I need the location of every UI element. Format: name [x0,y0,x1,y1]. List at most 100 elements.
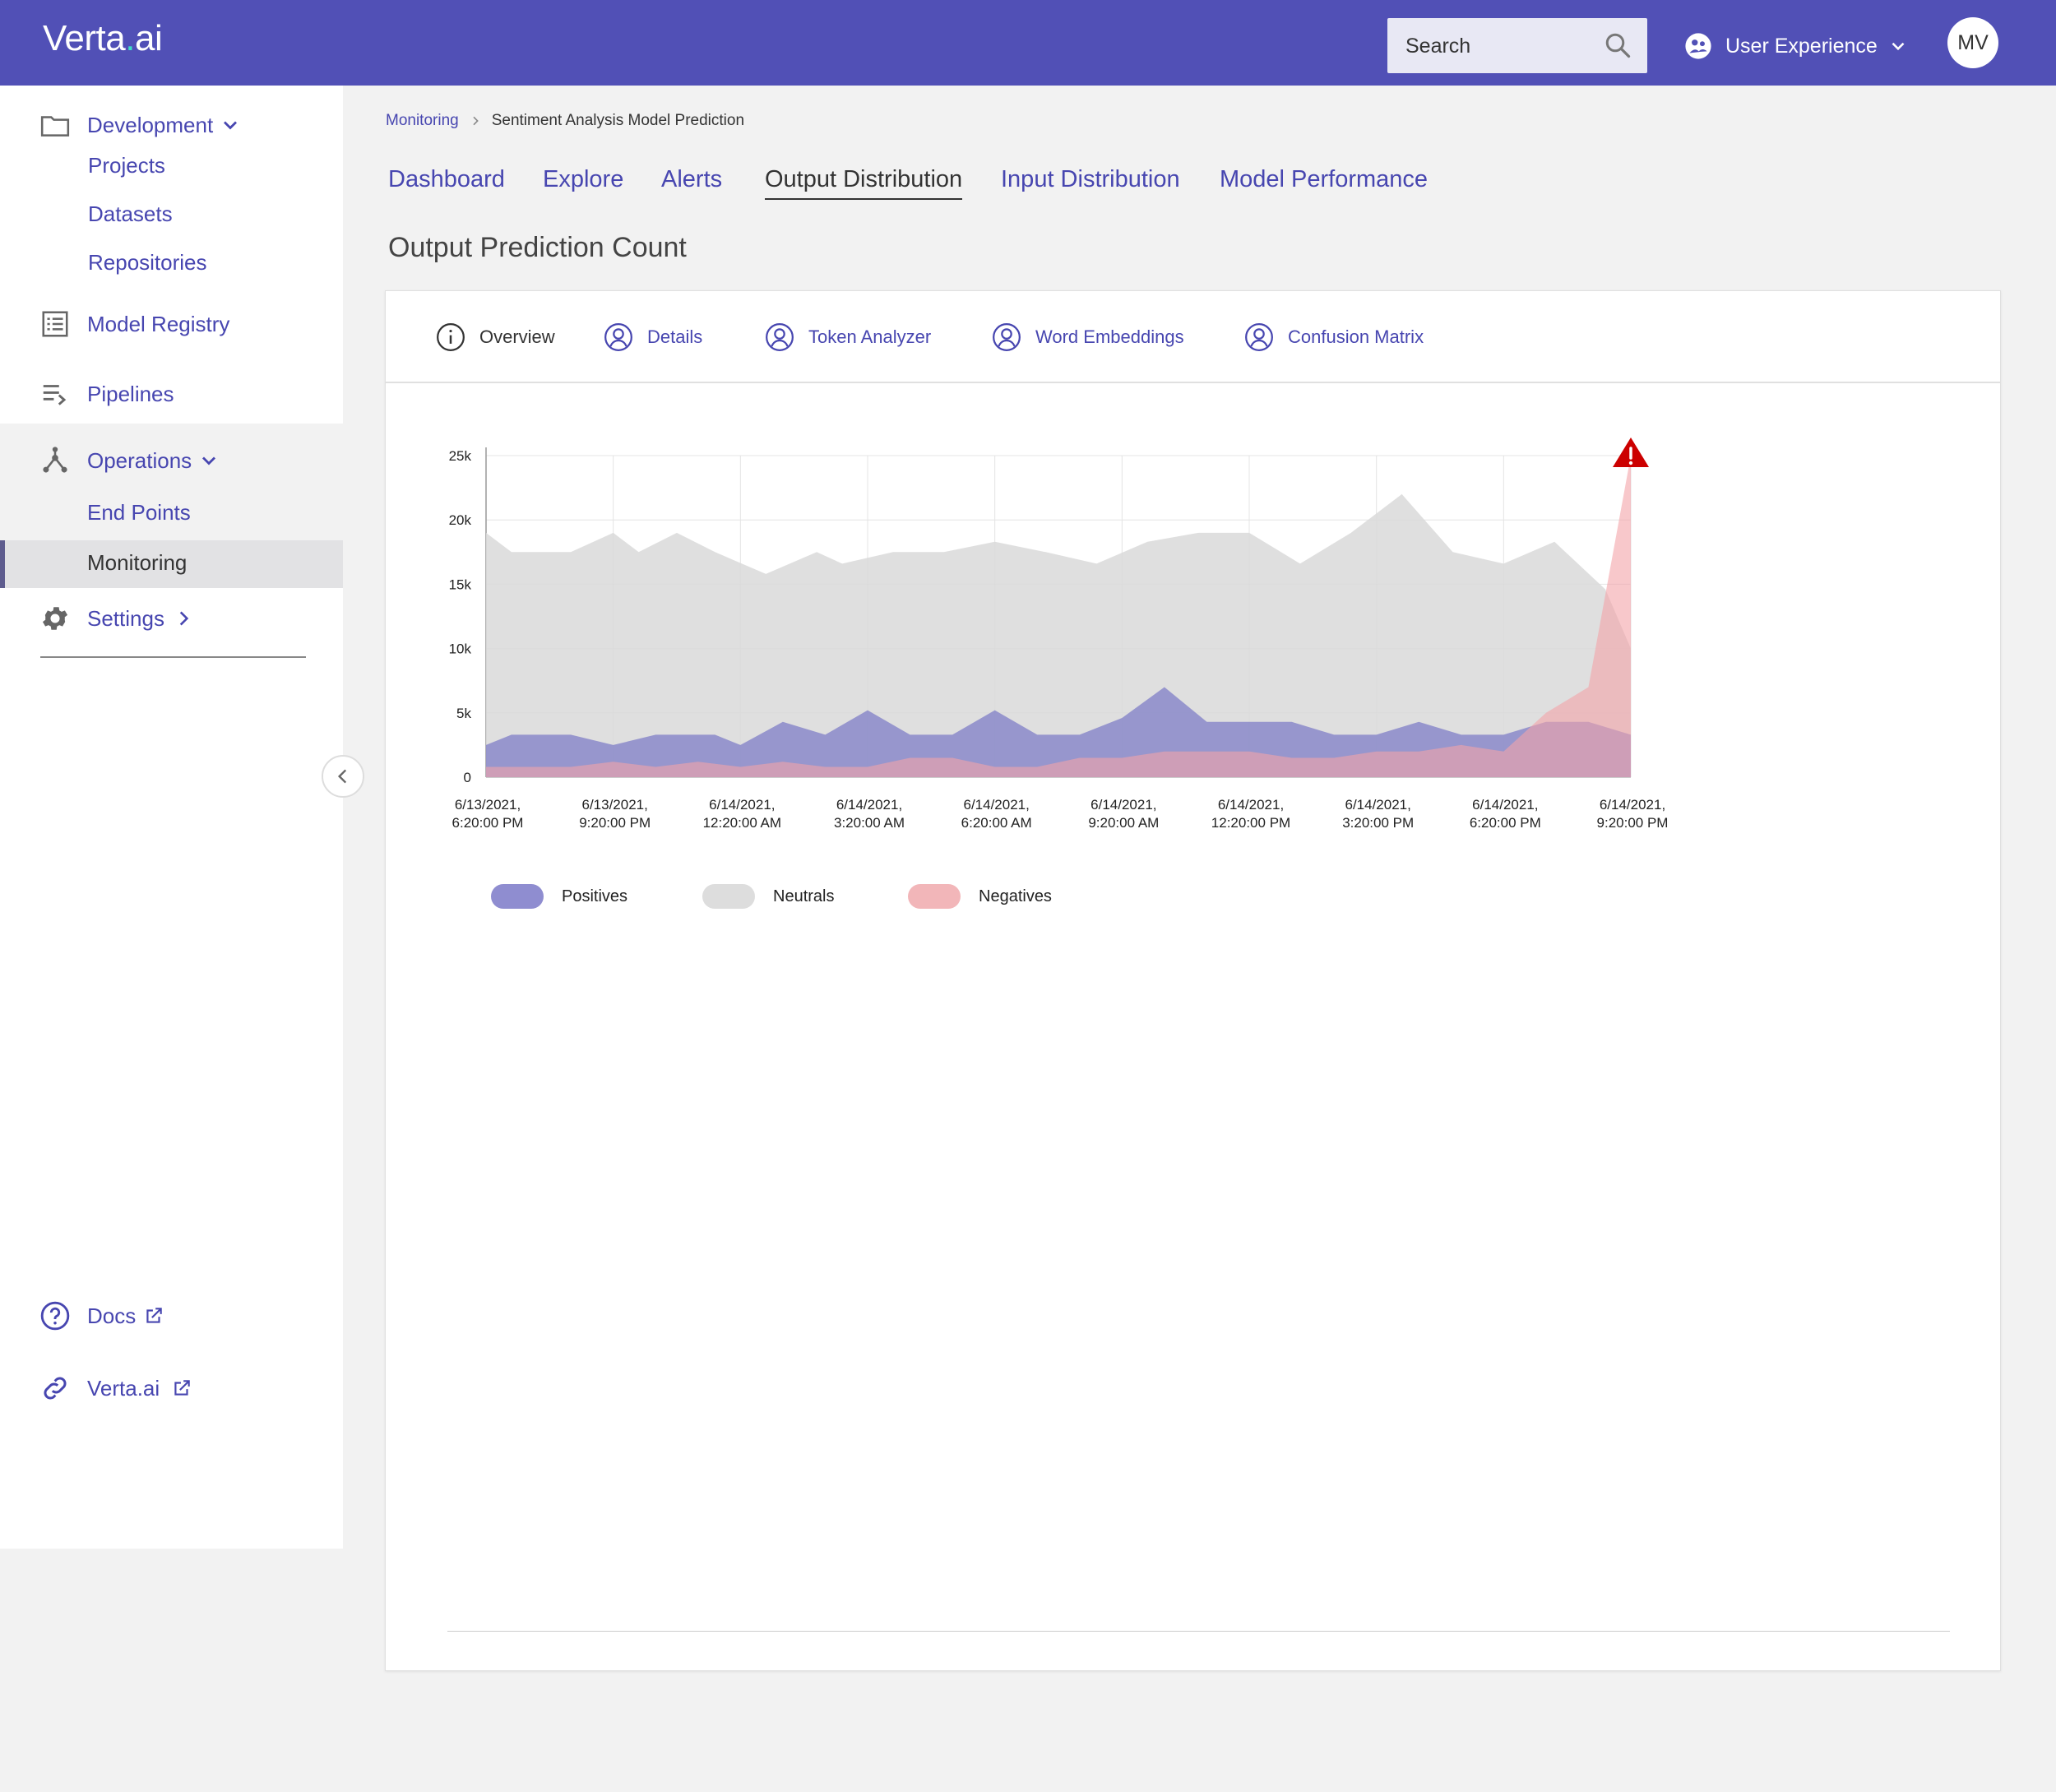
legend-swatch-positives [491,884,544,909]
card-divider [447,1631,1950,1632]
legend-swatch-negatives [908,884,961,909]
sidebar-item-label: Operations [87,447,192,473]
x-tick-label: 9:20:00 PM [579,815,651,831]
y-tick-label: 25k [449,448,472,464]
operations-icon [43,447,67,473]
x-tick-label: 6/14/2021, [1345,797,1410,813]
legend-label: Positives [562,887,628,905]
alert-mark-dot [1628,461,1633,465]
x-tick-label: 6/14/2021, [709,797,775,813]
tab-dashboard[interactable]: Dashboard [388,166,505,192]
user-circle-icon [1245,323,1273,351]
search-input[interactable]: Search [1387,18,1647,73]
tab-model-performance[interactable]: Model Performance [1220,166,1429,192]
subtab-word-embeddings[interactable]: Word Embeddings [991,321,1184,354]
user-circle-icon [993,323,1021,351]
sidebar-item-verta[interactable]: Verta.ai [0,1370,343,1406]
area-negatives [486,456,1631,777]
y-tick-label: 20k [449,512,472,528]
chevron-left-icon [337,769,347,784]
breadcrumb-parent[interactable]: Monitoring [386,112,459,129]
avatar[interactable]: MV [1947,17,1998,68]
breadcrumb: Monitoring Sentiment Analysis Model Pred… [386,112,744,130]
sidebar-item-label: Pipelines [87,381,174,406]
legend-negatives: Negatives [908,882,1052,911]
x-tick-label: 6/13/2021, [581,797,647,813]
search-icon[interactable] [1603,30,1632,60]
tab-explore[interactable]: Explore [543,166,624,192]
sidebar-item-label: Model Registry [87,311,230,336]
x-tick-label: 6/14/2021, [1218,797,1284,813]
verta-logo[interactable]: Verta.ai [43,18,163,58]
search-placeholder: Search [1405,35,1471,58]
sidebar-item-development[interactable]: Development [0,107,343,143]
x-tick-label: 6/14/2021, [1091,797,1156,813]
subtab-confusion-matrix[interactable]: Confusion Matrix [1243,321,1424,354]
sidebar-item-pipelines[interactable]: Pipelines [0,376,343,412]
area-neutrals [486,493,1631,777]
subtab-details[interactable]: Details [603,321,702,354]
tab-input-distribution[interactable]: Input Distribution [1001,166,1180,192]
sidebar-item-operations[interactable]: Operations [0,442,343,479]
collapse-sidebar-button[interactable] [322,755,364,798]
subtab-overview[interactable]: Overview [435,321,555,354]
sidebar-item-projects[interactable]: Projects [88,153,165,178]
breadcrumb-current: Sentiment Analysis Model Prediction [491,112,745,129]
subtab-label: Token Analyzer [808,326,932,347]
chevron-right-icon [473,116,479,126]
gear-icon [42,607,68,630]
sidebar-item-label: Development [87,112,214,137]
sidebar-item-repositories[interactable]: Repositories [88,250,207,275]
workspace-label: User Experience [1725,34,1878,58]
sidebar-item-datasets[interactable]: Datasets [88,201,173,226]
x-tick-label: 6/14/2021, [963,797,1029,813]
help-icon [40,1301,70,1331]
sidebar-item-end-points[interactable]: End Points [87,500,191,525]
x-tick-label: 6:20:00 PM [1470,815,1541,831]
page-title: Output Prediction Count [388,232,687,263]
external-link-icon [146,1308,162,1323]
workspace-selector[interactable]: User Experience [1684,30,1909,63]
pipelines-icon [43,385,67,405]
y-tick-label: 15k [449,576,472,592]
tab-output-distribution[interactable]: Output Distribution [765,166,963,200]
sidebar-item-label: Settings [87,605,164,631]
x-tick-label: 3:20:00 AM [834,815,905,831]
sidebar-item-monitoring[interactable]: Monitoring [87,550,188,575]
tab-alerts[interactable]: Alerts [661,166,723,192]
registry-list-icon [42,311,68,337]
chart-card: Overview Details Token Analyzer Word Emb… [385,290,2001,1671]
folder-icon [40,116,70,137]
legend-swatch-neutrals [702,884,755,909]
chevron-down-icon [224,121,237,130]
sidebar-item-label: Docs [87,1303,137,1328]
external-link-icon [174,1380,190,1396]
link-icon [44,1377,67,1400]
chevron-right-icon [179,611,189,626]
subtab-label: Details [647,326,703,347]
y-tick-label: 0 [464,770,471,785]
x-tick-label: 9:20:00 AM [1088,815,1159,831]
chevron-down-icon [1892,42,1905,51]
sidebar-item-settings[interactable]: Settings [0,600,343,637]
top-bar: Verta.ai Search User Experience MV [0,0,2056,86]
y-tick-label: 10k [449,641,472,657]
area-positives [486,687,1631,777]
x-tick-label: 9:20:00 PM [1597,815,1669,831]
subtab-token-analyzer[interactable]: Token Analyzer [764,321,931,354]
legend-label: Neutrals [773,887,835,905]
sidebar-item-docs[interactable]: Docs [0,1298,343,1334]
subtab-label: Overview [479,326,555,347]
legend-neutrals: Neutrals [702,882,834,911]
x-tick-label: 6/14/2021, [836,797,902,813]
x-tick-label: 12:20:00 AM [703,815,781,831]
chart-subtabs: Overview Details Token Analyzer Word Emb… [386,291,2000,383]
subtab-label: Word Embeddings [1035,326,1184,347]
sidebar-divider [40,656,306,658]
sidebar: Development Projects Datasets Repositori… [0,86,343,1549]
user-circle-icon [766,323,794,351]
sidebar-item-model-registry[interactable]: Model Registry [0,306,343,342]
x-tick-label: 3:20:00 PM [1342,815,1414,831]
subtab-label: Confusion Matrix [1288,326,1424,347]
team-icon [1685,33,1711,59]
